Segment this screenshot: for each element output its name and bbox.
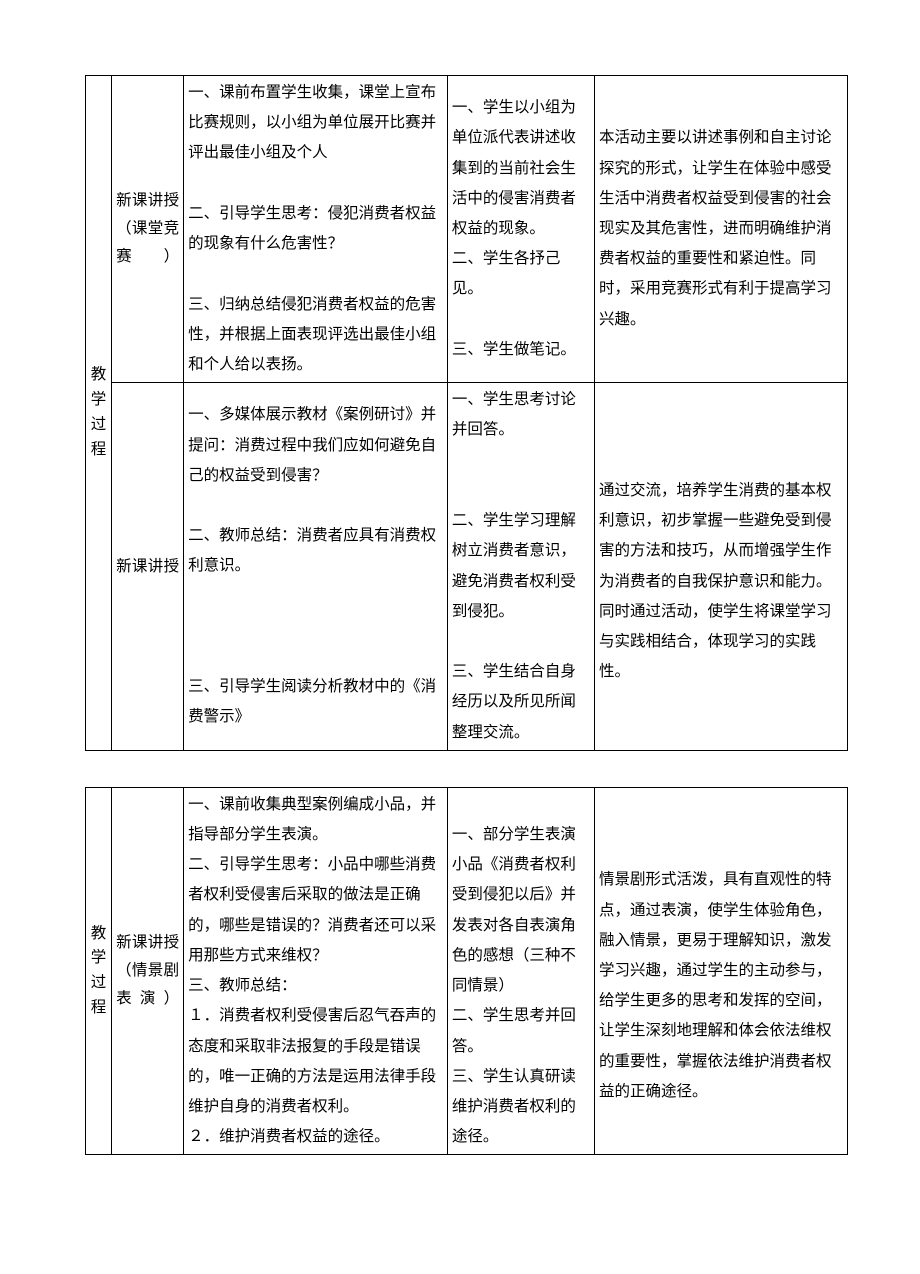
lesson-table-1: 教 学 过 程 新课讲授（课堂竞赛） 一、课前布置学生收集，课堂上宣布比赛规则，… xyxy=(85,75,848,751)
phase-label: 新课讲授（情景剧表演） xyxy=(112,787,184,1155)
design-intent: 情景剧形式活泼，具有直观性的特点，通过表演，使学生体验角色，融入情景，更易于理解… xyxy=(594,787,847,1155)
teacher-activity: 一、课前布置学生收集，课堂上宣布比赛规则，以小组为单位展开比赛并评出最佳小组及个… xyxy=(184,76,448,383)
char: 过 xyxy=(90,413,107,438)
side-label: 教 学 过 程 xyxy=(86,76,112,751)
char: 程 xyxy=(90,996,107,1021)
table-row: 新课讲授 一、多媒体展示教材《案例研讨》并提问：消费过程中我们应如何避免自己的权… xyxy=(86,383,848,751)
page: 教 学 过 程 新课讲授（课堂竞赛） 一、课前布置学生收集，课堂上宣布比赛规则，… xyxy=(0,0,920,1251)
design-intent: 本活动主要以讲述事例和自主讨论探究的形式，让学生在体验中感受生活中消费者权益受到… xyxy=(594,76,847,383)
design-intent: 通过交流，培养学生消费的基本权利意识，初步掌握一些避免受到侵害的方法和技巧，从而… xyxy=(594,383,847,751)
char: 教 xyxy=(90,363,107,388)
char: 程 xyxy=(90,438,107,463)
lesson-table-2: 教 学 过 程 新课讲授（情景剧表演） 一、课前收集典型案例编成小品，并指导部分… xyxy=(85,787,848,1156)
char: 教 xyxy=(90,922,107,947)
table-row: 教 学 过 程 新课讲授（课堂竞赛） 一、课前布置学生收集，课堂上宣布比赛规则，… xyxy=(86,76,848,383)
student-activity: 一、学生思考讨论并回答。 二、学生学习理解树立消费者意识，避免消费者权利受到侵犯… xyxy=(447,383,594,751)
student-activity: 一、学生以小组为单位派代表讲述收集到的当前社会生活中的侵害消费者权益的现象。 二… xyxy=(447,76,594,383)
char: 学 xyxy=(90,946,107,971)
table-row: 教 学 过 程 新课讲授（情景剧表演） 一、课前收集典型案例编成小品，并指导部分… xyxy=(86,787,848,1155)
phase-label: 新课讲授 xyxy=(112,383,184,751)
teacher-activity: 一、多媒体展示教材《案例研讨》并提问：消费过程中我们应如何避免自己的权益受到侵害… xyxy=(184,383,448,751)
student-activity: 一、部分学生表演小品《消费者权利受到侵犯以后》并发表对各自表演角色的感想（三种不… xyxy=(447,787,594,1155)
teacher-activity: 一、课前收集典型案例编成小品，并指导部分学生表演。 二、引导学生思考：小品中哪些… xyxy=(184,787,448,1155)
phase-label: 新课讲授（课堂竞赛） xyxy=(112,76,184,383)
side-label: 教 学 过 程 xyxy=(86,787,112,1155)
char: 学 xyxy=(90,388,107,413)
char: 过 xyxy=(90,971,107,996)
